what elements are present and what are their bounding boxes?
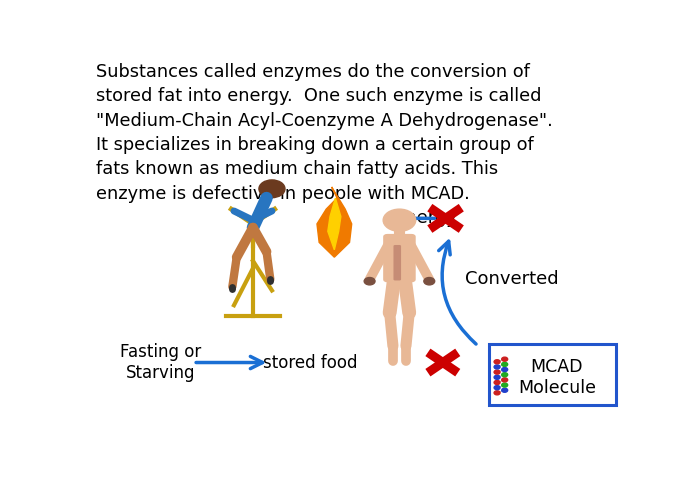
Circle shape (502, 372, 508, 377)
FancyBboxPatch shape (383, 234, 416, 282)
Ellipse shape (386, 275, 413, 284)
Circle shape (502, 362, 508, 366)
Circle shape (494, 391, 500, 395)
Circle shape (494, 385, 500, 390)
Text: Fasting or
Starving: Fasting or Starving (120, 343, 202, 382)
FancyBboxPatch shape (393, 245, 401, 280)
Circle shape (259, 180, 285, 198)
Circle shape (494, 370, 500, 374)
Circle shape (383, 209, 416, 231)
Circle shape (494, 375, 500, 379)
Circle shape (502, 368, 508, 372)
Text: stored food: stored food (262, 353, 357, 372)
Circle shape (502, 383, 508, 387)
Circle shape (494, 360, 500, 364)
Text: Substances called enzymes do the conversion of
stored fat into energy.  One such: Substances called enzymes do the convers… (96, 63, 552, 203)
FancyBboxPatch shape (489, 344, 617, 405)
Text: Converted: Converted (465, 270, 558, 288)
Circle shape (502, 357, 508, 361)
Circle shape (494, 381, 500, 384)
Polygon shape (317, 187, 351, 257)
Text: Energy: Energy (394, 209, 457, 228)
Circle shape (502, 388, 508, 392)
Circle shape (494, 365, 500, 369)
Circle shape (364, 277, 375, 285)
Circle shape (424, 277, 435, 285)
FancyArrowPatch shape (439, 241, 476, 344)
Circle shape (502, 378, 508, 382)
Text: MCAD
Molecule: MCAD Molecule (518, 358, 596, 396)
Polygon shape (328, 198, 341, 250)
